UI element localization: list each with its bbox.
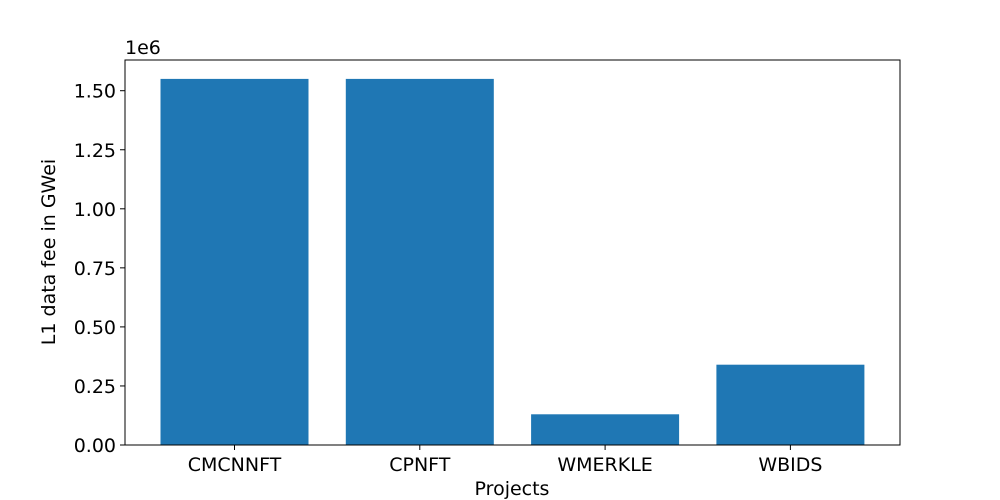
x-tick-label: CMCNNFT (188, 454, 282, 476)
y-axis-label: L1 data fee in GWei (38, 159, 60, 345)
plot-frame (124, 59, 901, 446)
x-tick-label: CPNFT (389, 454, 451, 476)
y-tick-label: 1.50 (74, 81, 116, 103)
y-tick-label: 1.25 (74, 140, 116, 162)
x-axis-ticks: CMCNNFT CPNFT WMERKLE WBIDS (188, 445, 822, 476)
bar-wbids (716, 364, 865, 445)
x-tick-label: WMERKLE (557, 454, 652, 476)
y-tick-label: 0.50 (74, 317, 116, 339)
bar-wmerkle (531, 414, 680, 445)
y-axis-ticks: 0.00 0.25 0.50 0.75 1.00 1.25 1.50 (74, 81, 125, 457)
bar-cpnft (345, 78, 494, 446)
y-tick-label: 0.00 (74, 435, 116, 457)
y-axis-offset-label: 1e6 (125, 37, 161, 59)
x-tick-label: WBIDS (758, 454, 822, 476)
x-axis-label: Projects (475, 478, 550, 500)
y-tick-label: 0.25 (74, 376, 116, 398)
bars-group (160, 78, 865, 446)
bar-cmcnnft (160, 78, 309, 446)
y-tick-label: 1.00 (74, 199, 116, 221)
y-tick-label: 0.75 (74, 258, 116, 280)
